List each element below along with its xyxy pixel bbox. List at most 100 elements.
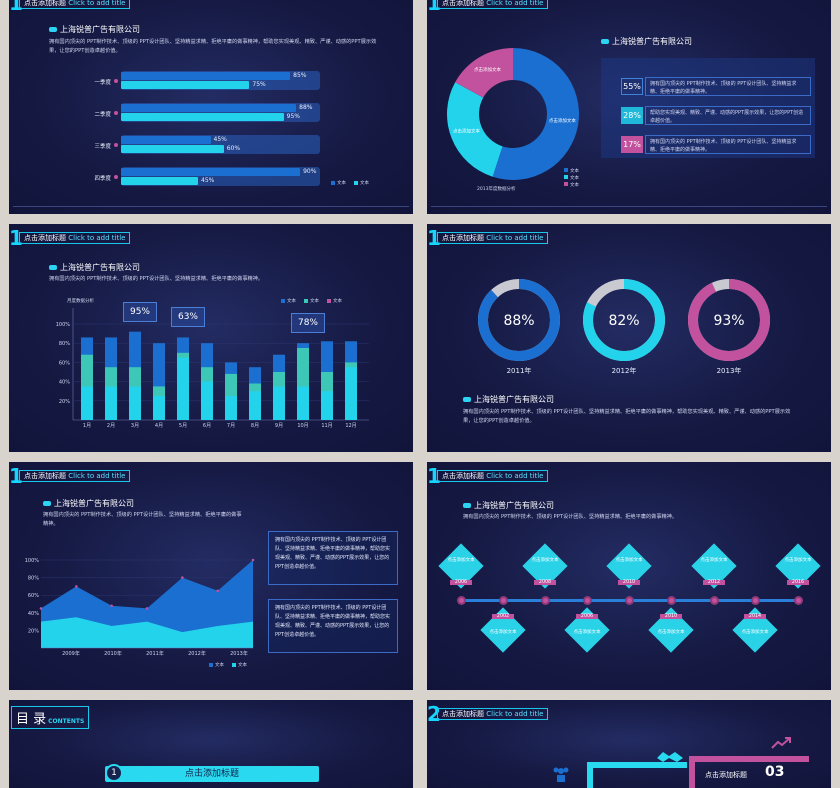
- pct-box-3: 17%: [621, 136, 643, 153]
- divider: [13, 206, 409, 207]
- y-tick-label: 80%: [59, 341, 70, 347]
- timeline-node: [541, 596, 550, 605]
- slide-header: 1 点击添加标题 Click to add title: [9, 228, 131, 248]
- column-chart: 100% 80% 60% 40% 20% 1月 2月 3月 4月 5月 6月 7月 8月 9月 10月 11月…: [56, 308, 369, 429]
- x-tick-label: 1月: [83, 423, 91, 429]
- slide-ring-charts[interactable]: 1 点击添加标题 Click to add title 88% 2011年 82% 2…: [427, 224, 831, 452]
- slide-area-chart[interactable]: 1 点击添加标题 Click to add title 上海锐普广告有限公司 拥…: [9, 462, 413, 690]
- x-tick-label: 10月: [297, 423, 308, 429]
- bar-label: 45%: [201, 177, 215, 184]
- y-tick-label: 100%: [56, 322, 71, 328]
- x-tick-label: 12月: [345, 423, 356, 429]
- bullet-icon: [49, 265, 57, 270]
- bar-label: 45%: [213, 136, 227, 143]
- timeline-node: [499, 596, 508, 605]
- area-point: [181, 576, 184, 579]
- pct-box-2: 28%: [621, 107, 643, 124]
- diamond-text: 点击添加文本: [615, 558, 643, 563]
- header-title-box[interactable]: 点击添加标题 Click to add title: [437, 708, 549, 720]
- legend-item: 文本: [331, 180, 346, 186]
- ring-value: [583, 279, 665, 361]
- column-low: [273, 386, 285, 420]
- header-number: 1: [427, 226, 441, 250]
- ring-chart: 93%: [688, 279, 770, 361]
- timeline-node: [583, 596, 592, 605]
- bar-series-b: [121, 81, 250, 89]
- row-text-3: 拥有国内顶尖的 PPT制作技术、顶级的 PPT设计团队、坚持精益求精、拒绝平庸的…: [645, 135, 811, 154]
- column-low: [81, 386, 93, 420]
- x-tick-label: 2月: [107, 423, 115, 429]
- header-title-box[interactable]: 点击添加标题 Click to add title: [437, 0, 549, 9]
- divider: [431, 206, 827, 207]
- header-title: 点击添加标题: [442, 472, 484, 480]
- section-number: 03: [765, 764, 785, 780]
- ring-chart: 82%: [583, 279, 665, 361]
- header-title-box[interactable]: 点击添加标题 Click to add title: [437, 232, 549, 244]
- diamond-text: 点击添加文本: [531, 558, 559, 563]
- timeline-node: [667, 596, 676, 605]
- area-point: [216, 589, 219, 593]
- frame-cyan: [587, 762, 687, 788]
- slide-section[interactable]: 2 点击添加标题 Click to add title 点击添加标题 03: [427, 700, 831, 788]
- header-title-box[interactable]: 点击添加标题 Click to add title: [19, 232, 131, 244]
- slide-timeline[interactable]: 1 点击添加标题 Click to add title 上海锐普广告有限公司 拥…: [427, 462, 831, 690]
- column-low: [249, 391, 261, 420]
- x-tick-label: 5月: [179, 423, 187, 429]
- header-title: 点击添加标题: [442, 710, 484, 718]
- slide-contents[interactable]: 目 录 CONTENTS 点击添加标题 1: [9, 700, 413, 788]
- year-tag: 2010: [660, 614, 682, 619]
- area-point: [39, 607, 43, 610]
- header-subtitle: Click to add title: [68, 234, 126, 242]
- column-low: [201, 381, 213, 420]
- quarter-label: 四季度: [94, 176, 111, 182]
- slide-bar-chart[interactable]: 1 点击添加标题 Click to add title 上海锐普广告有限公司 拥…: [9, 0, 413, 214]
- legend-item: 文本: [564, 175, 579, 182]
- header-title-box[interactable]: 点击添加标题 Click to add title: [437, 470, 549, 482]
- bar-series-b: [121, 177, 199, 185]
- company-title: 上海锐普广告有限公司: [49, 24, 140, 35]
- bullet-icon: [463, 503, 471, 508]
- bar-label: 90%: [303, 168, 317, 175]
- donut-slice: [455, 48, 513, 98]
- column-low: [153, 396, 165, 420]
- company-title: 上海锐普广告有限公司: [49, 262, 140, 273]
- bar-series-b: [121, 145, 224, 153]
- legend-item: 文本: [281, 298, 296, 304]
- contents-item[interactable]: 点击添加标题: [105, 766, 319, 782]
- diamond-text: 点击添加文本: [573, 630, 601, 635]
- header-title: 点击添加标题: [24, 234, 66, 242]
- bar-series-a: [121, 136, 211, 144]
- team-icon: [553, 767, 569, 782]
- quarter-dot: [114, 111, 118, 115]
- row-text-2: 帮助您实现美观、精致、严谨、动感的PPT展示效果，让您的PPT创造卓越价值。: [645, 106, 811, 125]
- slice-label: 点击添加文本: [549, 117, 576, 124]
- body-text: 拥有国内顶尖的 PPT制作技术、顶级的 PPT设计团队、坚持精益求精、拒绝平庸的…: [43, 512, 242, 527]
- column-low: [321, 391, 333, 420]
- diamond-text: 点击添加文本: [741, 630, 769, 635]
- column-low: [129, 386, 141, 420]
- ring-value: [478, 279, 560, 361]
- ring-value: [688, 279, 770, 361]
- y-tick-label: 60%: [59, 360, 70, 366]
- value-callout: 95%: [123, 301, 157, 322]
- company-name: 上海锐普广告有限公司: [474, 501, 554, 510]
- diamond-text: 点击添加文本: [700, 558, 728, 563]
- header-subtitle: Click to add title: [486, 0, 544, 7]
- header-number: 1: [427, 0, 441, 15]
- slide-header: 1 点击添加标题 Click to add title: [9, 466, 131, 486]
- legend-item: 文本: [232, 662, 247, 668]
- section-title: 点击添加标题: [705, 771, 747, 779]
- slide-column-chart[interactable]: 1 点击添加标题 Click to add title 上海锐普广告有限公司 拥…: [9, 224, 413, 452]
- bar-series-a: [121, 72, 291, 80]
- timeline-node: [625, 596, 634, 605]
- contents-title-en: CONTENTS: [48, 718, 85, 725]
- x-tick-label: 6月: [203, 423, 211, 429]
- header-title-box[interactable]: 点击添加标题 Click to add title: [19, 0, 131, 9]
- header-title-box[interactable]: 点击添加标题 Click to add title: [19, 470, 131, 482]
- header-number: 2: [427, 702, 441, 726]
- header-subtitle: Click to add title: [486, 234, 544, 242]
- slide-donut-chart[interactable]: 1 点击添加标题 Click to add title 点击添加文本 点击添加文本…: [427, 0, 831, 214]
- header-subtitle: Click to add title: [486, 710, 544, 718]
- year-tag: 2014: [744, 614, 766, 619]
